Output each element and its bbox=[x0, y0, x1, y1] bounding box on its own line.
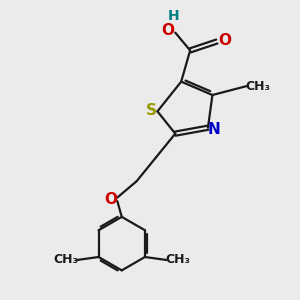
Text: CH₃: CH₃ bbox=[245, 80, 270, 93]
Text: O: O bbox=[161, 23, 174, 38]
Text: S: S bbox=[146, 103, 156, 118]
Text: N: N bbox=[208, 122, 221, 137]
Text: O: O bbox=[218, 33, 231, 48]
Text: H: H bbox=[168, 9, 180, 23]
Text: O: O bbox=[104, 192, 117, 207]
Text: CH₃: CH₃ bbox=[53, 254, 78, 266]
Text: CH₃: CH₃ bbox=[165, 254, 190, 266]
